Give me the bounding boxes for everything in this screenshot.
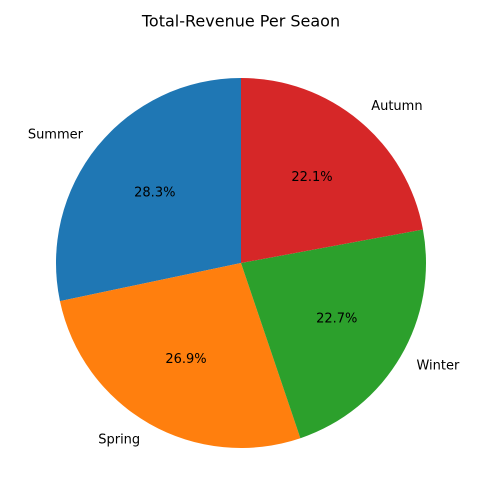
pie-slices <box>55 78 427 449</box>
slice-percent-summer: 28.3% <box>134 186 175 201</box>
pie-slice-winter <box>241 229 427 439</box>
slice-label-winter: Winter <box>416 359 460 374</box>
slice-percent-autumn: 22.1% <box>291 170 332 185</box>
slice-percent-spring: 26.9% <box>165 352 206 367</box>
pie-slice-spring <box>59 263 301 449</box>
slice-label-summer: Summer <box>28 127 84 142</box>
pie-slice-summer <box>55 78 242 302</box>
pie-slice-autumn <box>241 78 423 263</box>
slice-label-spring: Spring <box>98 432 140 447</box>
slice-label-autumn: Autumn <box>371 99 422 114</box>
slice-percent-winter: 22.7% <box>316 312 357 327</box>
pie-labels: Summer 28.3% Spring 26.9% Winter 22.7% Autumn 2… <box>28 99 460 447</box>
chart-title: Total-Revenue Per Seaon <box>141 12 340 31</box>
